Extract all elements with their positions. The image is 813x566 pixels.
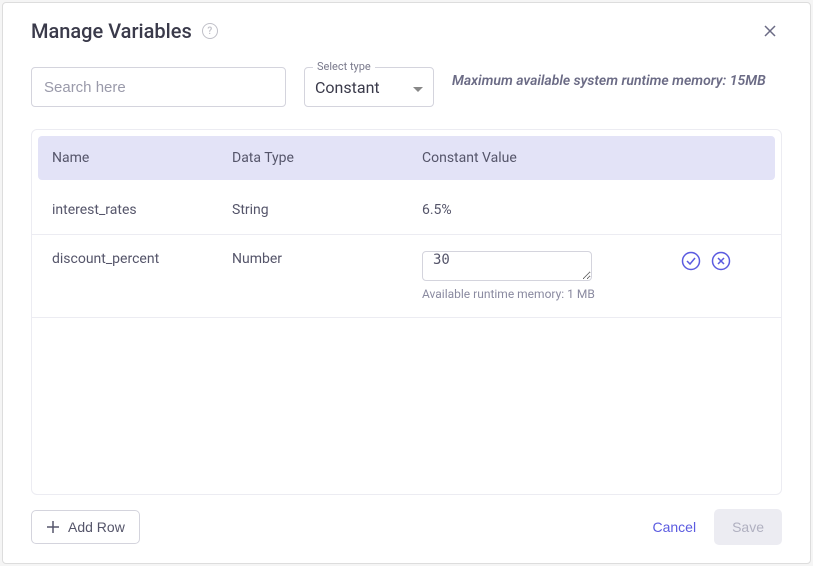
- row-value-editing: Available runtime memory: 1 MB: [422, 251, 681, 301]
- modal-title-text: Manage Variables: [31, 19, 192, 43]
- modal-header: Manage Variables ?: [3, 3, 810, 51]
- select-value: Constant: [315, 78, 413, 97]
- add-row-button[interactable]: Add Row: [31, 510, 140, 544]
- cancel-button[interactable]: Cancel: [652, 519, 696, 535]
- manage-variables-modal: Manage Variables ? Select type Constant …: [2, 2, 811, 564]
- table-row[interactable]: discount_percent Number Available runtim…: [32, 235, 781, 318]
- confirm-button[interactable]: [681, 251, 701, 271]
- value-input[interactable]: [422, 251, 592, 281]
- select-label: Select type: [313, 60, 375, 73]
- memory-note: Maximum available system runtime memory:…: [452, 67, 766, 92]
- runtime-memory-text: Available runtime memory: 1 MB: [422, 287, 681, 301]
- row-name: discount_percent: [52, 251, 232, 267]
- close-button[interactable]: [758, 19, 782, 43]
- add-row-label: Add Row: [68, 519, 125, 535]
- check-circle-icon: [681, 251, 701, 271]
- cancel-row-button[interactable]: [711, 251, 731, 271]
- column-name-header: Name: [52, 150, 232, 166]
- column-actions-header: [681, 150, 761, 166]
- search-input[interactable]: [31, 67, 286, 107]
- footer-right: Cancel Save: [652, 509, 782, 545]
- close-icon: [762, 23, 778, 39]
- x-circle-icon: [711, 251, 731, 271]
- modal-footer: Add Row Cancel Save: [3, 495, 810, 563]
- controls-row: Select type Constant Maximum available s…: [3, 51, 810, 107]
- row-actions: [681, 251, 761, 271]
- row-type: Number: [232, 251, 422, 267]
- type-select[interactable]: Select type Constant: [304, 67, 434, 107]
- column-value-header: Constant Value: [422, 150, 681, 166]
- modal-title: Manage Variables ?: [31, 19, 218, 43]
- chevron-down-icon: [413, 78, 423, 97]
- table-header: Name Data Type Constant Value: [38, 136, 775, 180]
- plus-icon: [46, 520, 60, 534]
- save-button[interactable]: Save: [714, 509, 782, 545]
- variables-table: Name Data Type Constant Value interest_r…: [31, 129, 782, 495]
- row-name: interest_rates: [52, 202, 232, 218]
- table-row[interactable]: interest_rates String 6.5%: [32, 186, 781, 235]
- column-type-header: Data Type: [232, 150, 422, 166]
- row-type: String: [232, 202, 422, 218]
- row-value: 6.5%: [422, 202, 681, 218]
- help-icon[interactable]: ?: [202, 23, 218, 39]
